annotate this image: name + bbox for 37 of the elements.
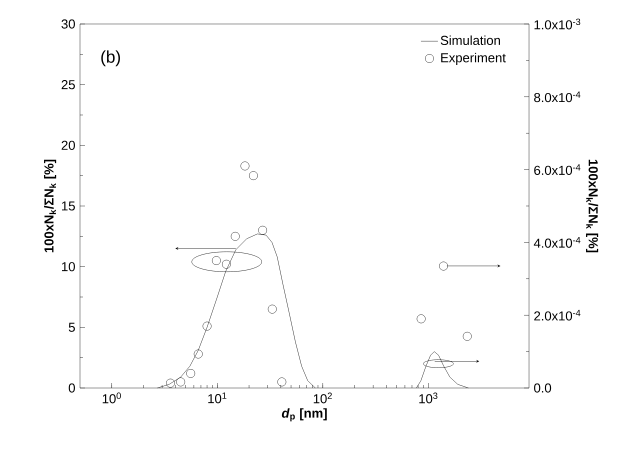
y-tick-label: 0 — [68, 383, 75, 393]
x-tick-label: 10$^{3}$ — [419, 392, 438, 404]
point — [416, 314, 426, 324]
x-tick-label: 10$^{0}$ — [102, 392, 121, 404]
point — [462, 332, 472, 341]
y-tick-label: 5 — [68, 322, 75, 332]
point — [268, 304, 277, 314]
point — [202, 322, 212, 331]
y-tick-label: 25 — [62, 80, 75, 90]
y-tick-label: 15 — [62, 201, 75, 211]
y2-tick-label: 1.0x10$^{-3}$ — [534, 18, 580, 30]
y2-tick-label: 4.0x10$^{-4}$ — [534, 237, 580, 248]
point — [258, 226, 268, 235]
y2-tick-label: 8.0x10$^{-4}$ — [534, 91, 580, 102]
y2-tick-label: 0.0 — [534, 383, 552, 393]
point — [249, 171, 258, 180]
annotation: (b) — [101, 50, 120, 66]
y-axis-title: 100xN$_{k}$/ΣN$_{k}$ [%] — [44, 160, 56, 252]
y2-tick-label: 6.0x10$^{-4}$ — [534, 164, 580, 175]
point — [222, 260, 231, 269]
x-axis-title: d$_{p}$ [nm] — [282, 408, 327, 422]
x-tick-label: 10$^{2}$ — [314, 392, 332, 404]
point — [277, 378, 286, 386]
point — [240, 162, 250, 170]
point — [176, 378, 186, 386]
legend-label: Experiment — [441, 52, 506, 65]
y2-tick-label: 2.0x10$^{-4}$ — [534, 310, 580, 321]
point — [194, 350, 203, 358]
y-tick-label: 10 — [62, 262, 75, 272]
y-tick-label: 20 — [62, 140, 75, 150]
legend-label: Simulation — [440, 35, 500, 46]
x-tick-label: 10$^{1}$ — [208, 392, 226, 404]
point — [166, 378, 175, 388]
y-tick-label: 30 — [62, 19, 75, 29]
point — [230, 232, 240, 241]
point — [212, 256, 221, 265]
y2-axis-title: 100xN$_{k}$/ΣN$_{k}$ [%] — [586, 160, 598, 252]
